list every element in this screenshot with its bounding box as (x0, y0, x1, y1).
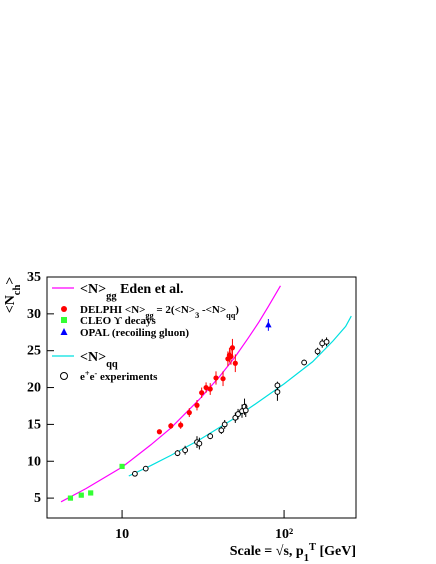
legend-label-part: - (94, 369, 97, 378)
legend-label-part: gg (106, 291, 117, 302)
legend-label-part: -<N> (199, 304, 226, 316)
point (314, 348, 321, 355)
point (213, 375, 219, 381)
point (301, 359, 308, 366)
x-axis-label-part: [GeV] (316, 544, 356, 559)
legend-label-part: gg (145, 311, 154, 320)
point (142, 465, 149, 472)
point (88, 490, 94, 496)
legend-label-part: 3 (195, 311, 199, 320)
point (156, 429, 163, 435)
point (242, 407, 249, 414)
y-tick-label: 15 (27, 417, 41, 432)
y-tick-label: 5 (34, 491, 41, 506)
point (194, 402, 200, 408)
point (274, 389, 281, 395)
y-tick-label: 10 (27, 454, 41, 469)
y-tick-label: 20 (27, 381, 41, 396)
legend-swatch (60, 328, 68, 335)
curve (128, 315, 352, 477)
point (196, 440, 203, 447)
point (229, 345, 236, 351)
point (265, 321, 272, 328)
legend-label-part: <N> (80, 350, 106, 365)
legend-label-part: Eden et al. (117, 282, 184, 297)
legend-swatch (60, 372, 68, 380)
point (78, 492, 84, 498)
y-axis-label: <Nch> (3, 277, 23, 314)
x-axis-label-part: 1 (304, 553, 309, 564)
legend-marker (60, 328, 68, 335)
point (207, 386, 213, 392)
legend-label-part: e (80, 371, 85, 383)
x-axis-label-part: T (309, 542, 316, 553)
legend-label: DELPHI <N>gg = 2(<N>3 -<N>qq) (80, 304, 239, 320)
point (207, 433, 214, 440)
point (323, 338, 330, 345)
legend-label: <N>qq (80, 350, 118, 370)
y-axis-label-part: <N (3, 295, 18, 313)
point (274, 382, 281, 389)
x-tick-label: 10² (275, 527, 293, 542)
legend-label-part: qq (106, 359, 118, 370)
x-tick-label: 10 (115, 527, 129, 542)
y-tick-label: 30 (27, 307, 41, 322)
legend-label-part: CLEO ϒ decays (80, 315, 157, 327)
legend-label-part: ) (235, 304, 239, 316)
point (186, 410, 192, 416)
legend-label-part: e (90, 371, 95, 383)
legend-swatch (61, 306, 67, 312)
y-tick-label: 35 (27, 270, 41, 285)
point (221, 421, 228, 428)
legend-label: <N>gg Eden et al. (80, 282, 183, 302)
point (232, 360, 238, 366)
legend-label: CLEO ϒ decays (80, 315, 157, 327)
legend-label-part: DELPHI <N> (80, 304, 145, 316)
point (182, 447, 189, 454)
legend-label-part: = 2(<N> (154, 304, 195, 316)
legend-marker (60, 372, 68, 380)
legend-label: e+e- experiments (80, 369, 158, 384)
point (119, 463, 125, 470)
legend-label-part: experiments (97, 371, 158, 383)
point (168, 423, 174, 429)
legend-marker (61, 306, 67, 312)
legend-marker (61, 317, 67, 323)
point (218, 427, 225, 434)
point (132, 470, 138, 477)
plot-frame (46, 276, 357, 519)
legend-label-part: <N> (80, 282, 106, 297)
legend-label-part: OPAL (recoiling gluon) (80, 327, 189, 339)
point (235, 411, 241, 417)
point (220, 376, 226, 382)
y-axis-label-part: > (3, 277, 18, 285)
legend-label: OPAL (recoiling gluon) (80, 327, 189, 339)
y-tick-label: 25 (27, 344, 41, 359)
x-axis-label: Scale = √s, p1T [GeV] (230, 542, 356, 564)
y-axis-label-part: ch (12, 285, 23, 296)
point (67, 495, 74, 501)
point (203, 384, 209, 391)
legend-label-part: qq (226, 311, 236, 320)
point (199, 390, 205, 396)
legend-swatch (61, 317, 67, 323)
point (178, 422, 184, 428)
x-axis-label-part: Scale = √s, p (230, 544, 304, 559)
point (174, 450, 181, 457)
legend-label-part: + (85, 369, 90, 378)
